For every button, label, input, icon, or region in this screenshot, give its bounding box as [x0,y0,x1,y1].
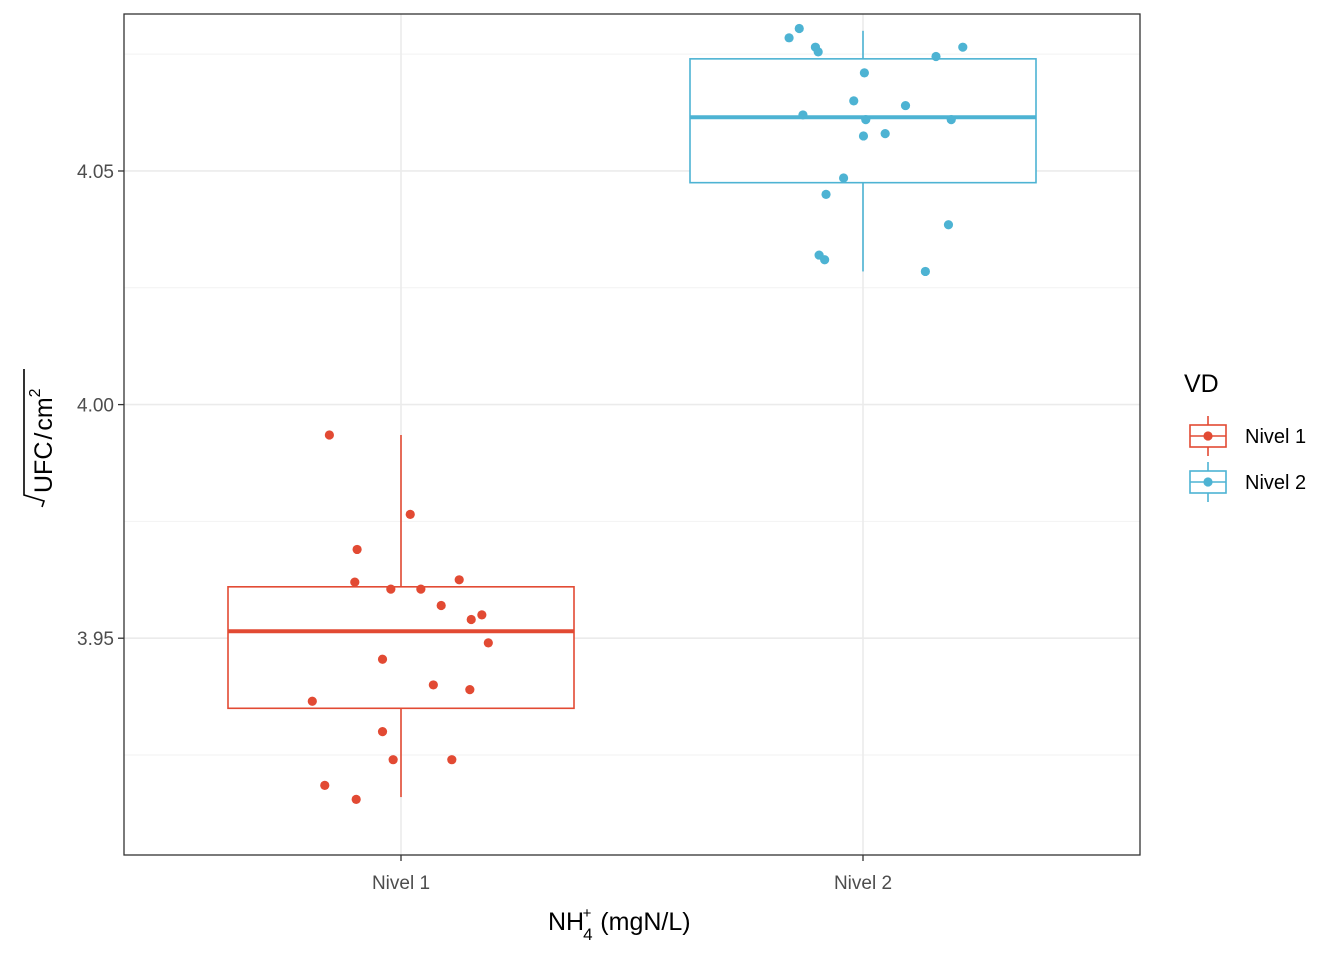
legend-keys: Nivel 1 Nivel 2 [1189,416,1306,502]
data-point [920,266,930,277]
y-axis-title: UFC / cm2 [23,369,58,508]
legend-label: Nivel 2 [1245,472,1306,494]
data-point [377,654,388,664]
x-axis-title-main: NH [548,908,584,936]
x-axis-title-rest: (mgN/L) [593,908,690,936]
y-axis-title-numerator: UFC [30,442,58,493]
y-axis-title-denominator: cm [30,397,58,430]
data-point [784,33,794,43]
data-point [428,680,438,690]
data-point [880,129,890,139]
data-point [798,110,808,120]
data-point [943,220,954,230]
data-point [454,575,464,585]
data-point [900,100,911,111]
y-axis-sqrt-sign [23,369,46,508]
data-point [388,755,398,765]
data-point [386,584,396,594]
y-tick-label: 3.95 [77,629,114,650]
y-tick-label: 4.05 [77,162,114,183]
data-point [350,577,360,587]
data-point [324,430,334,440]
y-axis-title-text: UFC / cm2 [27,388,58,493]
legend-label: Nivel 1 [1245,426,1306,448]
legend: VD Nivel 1 Nivel 2 [1184,370,1306,502]
boxes [227,30,1037,798]
data-point [859,68,869,78]
legend-key-point [1203,477,1213,487]
data-point [352,544,362,555]
data-point [931,51,941,62]
data-point [466,614,476,625]
data-point [794,23,804,34]
legend-title: VD [1184,370,1219,398]
data-point [416,584,426,594]
legend-key-point [1203,431,1213,441]
data-point [858,131,869,141]
data-point [849,96,859,106]
data-point [477,610,487,620]
axes: 3.95 4.00 4.05 Nivel 1 Nivel 2 [77,162,892,894]
legend-item-nivel-1: Nivel 1 [1189,416,1306,456]
box-iqr [227,586,575,710]
data-point [861,114,871,125]
data-point [946,114,956,125]
y-axis-title-exponent: 2 [27,388,44,397]
y-axis-title-slash: / [30,433,58,440]
y-tick-label: 4.00 [77,396,114,417]
data-point [958,42,968,52]
x-tick-label: Nivel 2 [834,873,892,894]
data-point [307,696,317,706]
legend-item-nivel-2: Nivel 2 [1189,462,1306,502]
panel-border [123,13,1141,856]
x-tick-label: Nivel 1 [372,873,430,894]
data-point [483,638,493,648]
points [307,23,968,805]
data-point [821,189,831,199]
data-point [465,685,475,695]
data-point [447,755,457,765]
x-axis-title-subscript: 4 [583,925,592,944]
data-point [436,600,446,611]
data-point [320,780,330,790]
data-point [820,255,830,265]
x-axis-title: NH4 + (mgN/L) [548,905,691,944]
data-point [405,509,415,519]
data-point [377,727,388,737]
x-axis-title-superscript: + [583,905,592,922]
data-point [813,47,823,57]
data-point [351,794,361,805]
box-nivel-1 [227,434,575,798]
data-point [838,173,849,183]
